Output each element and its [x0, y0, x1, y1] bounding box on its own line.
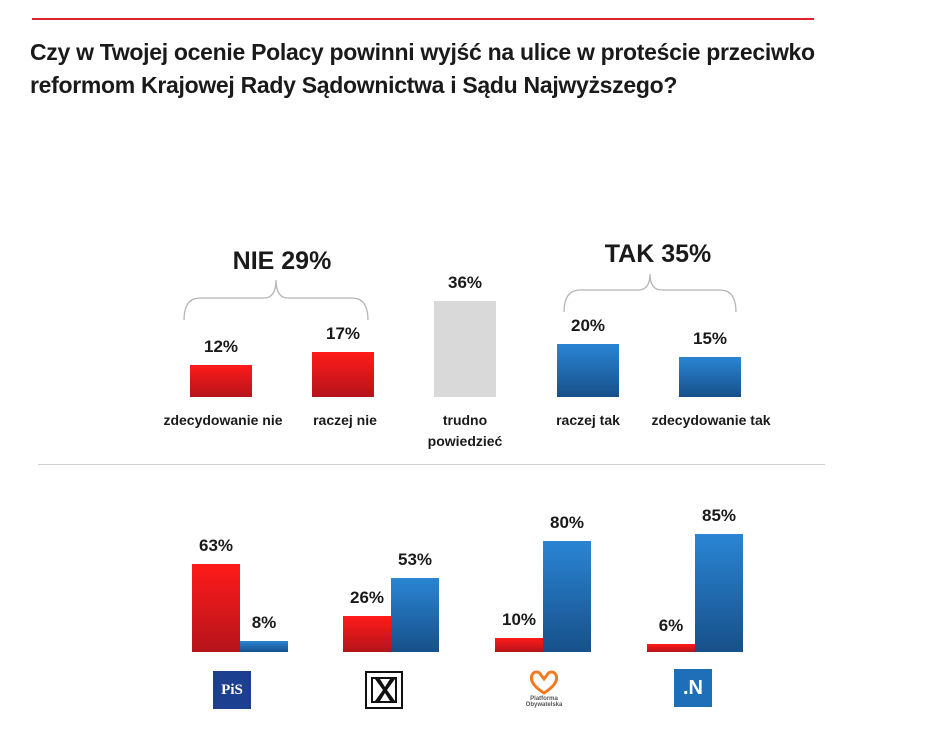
bracket-nie-path: [183, 279, 369, 321]
value-label-s1-3: 10%: [501, 610, 537, 630]
bar-1: [190, 365, 252, 397]
pis-logo-icon: PiS: [213, 671, 251, 709]
group-label-nie: NIE 29%: [232, 247, 332, 275]
value-label-5: 15%: [692, 329, 728, 349]
nowoczesna-logo-text: .N: [683, 676, 703, 699]
category-label-raczej-tak: raczej tak: [556, 412, 620, 428]
bar-s2-4: [695, 533, 743, 652]
top-accent-rule: [32, 18, 814, 20]
bar-2: [312, 351, 374, 397]
category-label-trudno-powiedziec: trudno powiedzieć: [427, 412, 503, 449]
pis-logo-text: PiS: [221, 681, 243, 698]
value-label-3: 36%: [447, 273, 483, 293]
bar-4: [557, 343, 619, 397]
bracket-tak-path: [563, 273, 737, 313]
value-label-s2-4: 85%: [701, 505, 737, 525]
bar-s1-4: [647, 643, 695, 652]
bar-s1-3: [495, 638, 543, 652]
kukiz-cross-icon: [371, 677, 397, 703]
bracket-tak: [563, 273, 737, 313]
po-logo-text-1: Platforma: [530, 696, 558, 702]
value-label-s1-1: 63%: [198, 536, 234, 556]
po-heart-logo-icon: Platforma Obywatelska: [518, 664, 570, 712]
bar-3: [434, 301, 496, 397]
bracket-nie: [183, 279, 369, 321]
bar-s1-1: [192, 564, 240, 652]
bar-s2-2: [391, 578, 439, 652]
value-label-s1-4: 6%: [658, 615, 684, 635]
category-label-raczej-nie: raczej nie: [313, 412, 377, 428]
value-label-s2-1: 8%: [251, 612, 277, 632]
category-label-zdecydowanie-nie: zdecydowanie nie: [163, 412, 283, 428]
po-heart-shape: [529, 670, 559, 695]
value-label-4: 20%: [570, 315, 606, 335]
value-label-s1-2: 26%: [349, 587, 385, 607]
bar-5: [679, 357, 741, 397]
po-logo-text-2: Obywatelska: [525, 702, 563, 708]
kukiz-logo-icon: [365, 671, 403, 709]
value-label-s2-3: 80%: [549, 512, 585, 532]
category-label-zdecydowanie-tak: zdecydowanie tak: [651, 412, 771, 428]
value-label-2: 17%: [325, 323, 361, 343]
section-divider: [38, 464, 825, 465]
bar-s2-3: [543, 540, 591, 652]
nowoczesna-logo-icon: .N: [674, 669, 712, 707]
page-title: Czy w Twojej ocenie Polacy powinni wyjść…: [30, 39, 815, 98]
group-label-tak: TAK 35%: [604, 240, 712, 268]
bar-s1-2: [343, 615, 391, 652]
bar-s2-1: [240, 640, 288, 652]
value-label-1: 12%: [203, 337, 239, 357]
value-label-s2-2: 53%: [397, 550, 433, 570]
